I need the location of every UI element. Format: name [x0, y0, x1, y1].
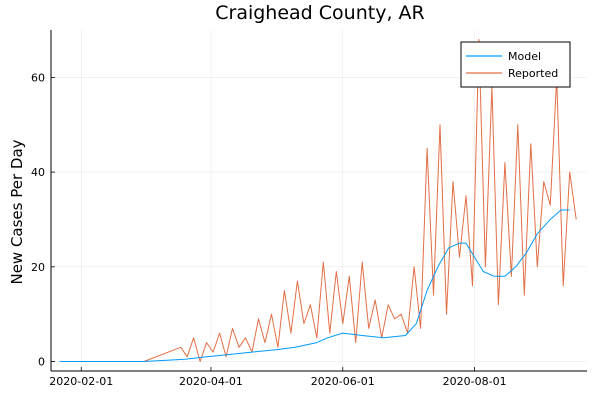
y-tick-label: 20	[31, 261, 45, 274]
legend: Model Reported	[460, 41, 571, 88]
legend-label-reported: Reported	[508, 67, 558, 80]
y-tick-label: 0	[38, 356, 45, 369]
y-axis-label: New Cases Per Day	[8, 139, 26, 284]
y-tick-label: 40	[31, 166, 45, 179]
axes	[50, 30, 587, 372]
legend-box	[460, 41, 571, 88]
x-tick-label: 2020-02-01	[49, 375, 113, 388]
series-line-reported	[59, 39, 577, 362]
x-tick-label: 2020-04-01	[179, 375, 243, 388]
series-lines	[59, 39, 577, 362]
tick-labels: 0 20 40 60 2020-02-01 2020-04-01 2020-06-01 202…	[31, 71, 507, 388]
chart-title: Craighead County, AR	[215, 2, 424, 24]
y-tick-label: 60	[31, 71, 45, 84]
legend-label-model: Model	[508, 50, 541, 63]
x-tick-label: 2020-08-01	[443, 375, 507, 388]
series-line-model	[59, 209, 570, 362]
x-tick-label: 2020-06-01	[311, 375, 375, 388]
